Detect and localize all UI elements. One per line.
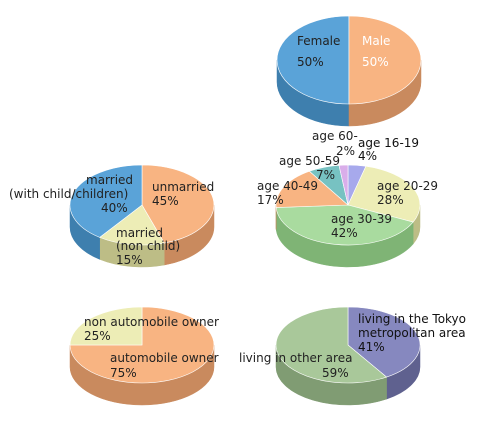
slice-name-label: (non child) <box>116 239 180 253</box>
pie-slice-2 <box>99 204 165 246</box>
slice-name-label: married <box>86 173 133 187</box>
slice-name-label: metropolitan area <box>358 326 466 340</box>
pie-slice-2 <box>69 306 143 346</box>
pie-slice-2 <box>347 165 421 223</box>
slice-name-label: living in the Tokyo <box>358 312 466 326</box>
slice-percent-label: 40% <box>101 201 128 215</box>
slice-percent-label: 17% <box>257 193 284 207</box>
slice-percent-label: 75% <box>110 366 137 380</box>
slice-percent-label: 45% <box>152 194 179 208</box>
slice-percent-label: 15% <box>116 253 143 267</box>
pie-slice-2 <box>275 306 388 384</box>
pie-slice-1 <box>141 164 215 244</box>
slice-name-label: Female <box>297 34 340 48</box>
slice-name-label: age 40-49 <box>257 179 318 193</box>
slice-percent-label: 4% <box>358 149 377 163</box>
slice-name-label: age 16-19 <box>358 136 419 150</box>
slice-percent-label: 50% <box>362 55 389 69</box>
slice-name-label: non automobile owner <box>84 315 219 329</box>
slice-name-label: age 30-39 <box>331 212 392 226</box>
slice-percent-label: 42% <box>331 226 358 240</box>
pie-chart-1: Male 50% Female 50% <box>276 15 422 127</box>
slice-percent-label: 28% <box>377 193 404 207</box>
pie-slice-1 <box>347 306 421 378</box>
slice-name-label: Male <box>362 34 390 48</box>
slice-name-label: unmarried <box>152 180 214 194</box>
slice-name-label: automobile owner <box>110 351 219 365</box>
slice-name-label: age 20-29 <box>377 179 438 193</box>
slice-percent-label: 59% <box>322 366 349 380</box>
slice-percent-label: 7% <box>316 168 335 182</box>
pie-side <box>69 204 215 268</box>
pie-slice-4 <box>275 170 349 208</box>
slice-percent-label: 50% <box>297 55 324 69</box>
slice-name-label: married <box>116 226 163 240</box>
pie-slice-6 <box>338 164 349 206</box>
slice-percent-label: 2% <box>336 144 355 158</box>
slice-name-label: age 60- <box>312 129 358 143</box>
pie-slice-3 <box>275 204 414 246</box>
slice-percent-label: 25% <box>84 329 111 343</box>
slice-name-label: living in other area <box>239 351 352 365</box>
pie-slice-3 <box>69 164 143 238</box>
slice-percent-label: 41% <box>358 340 385 354</box>
pie-slice-2 <box>348 15 422 105</box>
slice-name-label: (with child/children) <box>9 187 128 201</box>
pie-slice-1 <box>276 15 350 105</box>
slice-name-label: age 50-59 <box>279 154 340 168</box>
